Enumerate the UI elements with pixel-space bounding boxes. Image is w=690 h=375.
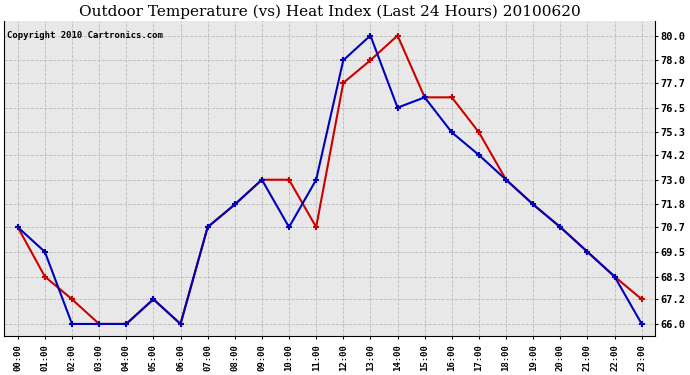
Text: Copyright 2010 Cartronics.com: Copyright 2010 Cartronics.com xyxy=(8,31,164,40)
Title: Outdoor Temperature (vs) Heat Index (Last 24 Hours) 20100620: Outdoor Temperature (vs) Heat Index (Las… xyxy=(79,4,580,18)
